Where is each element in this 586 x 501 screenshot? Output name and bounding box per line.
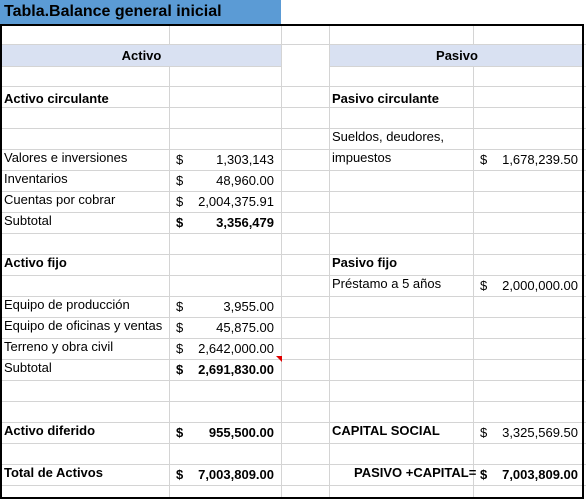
cuentas-label[interactable]: Cuentas por cobrar bbox=[4, 192, 116, 207]
table-row bbox=[0, 276, 586, 297]
pasivo-fijo-title[interactable]: Pasivo fijo bbox=[332, 255, 398, 270]
sueldos-currency: $ bbox=[480, 152, 488, 167]
terreno-currency: $ bbox=[176, 341, 184, 356]
column-divider bbox=[169, 25, 170, 499]
subtotal1-value[interactable]: 3,356,479 bbox=[216, 215, 274, 230]
diferido-currency: $ bbox=[176, 425, 184, 440]
capital-social-label[interactable]: CAPITAL SOCIAL bbox=[332, 423, 440, 438]
equipo-prod-currency: $ bbox=[176, 299, 184, 314]
table-row bbox=[0, 339, 586, 360]
table-row bbox=[0, 297, 586, 318]
pasivo-capital-value[interactable]: 7,003,809.00 bbox=[502, 467, 578, 482]
table-row bbox=[0, 66, 586, 87]
table-row bbox=[0, 234, 586, 255]
subtotal1-label[interactable]: Subtotal bbox=[4, 213, 52, 228]
diferido-value[interactable]: 955,500.00 bbox=[208, 425, 274, 440]
equipo-prod-value[interactable]: 3,955.00 bbox=[223, 299, 274, 314]
pasivo-capital-currency: $ bbox=[480, 467, 488, 482]
column-divider bbox=[281, 25, 282, 499]
valores-value[interactable]: 1,303,143 bbox=[216, 152, 274, 167]
table-row bbox=[0, 108, 586, 129]
table-row bbox=[0, 402, 586, 423]
sueldos-label-line1[interactable]: Sueldos, deudores, bbox=[332, 129, 445, 144]
table-row bbox=[0, 255, 586, 276]
column-divider bbox=[473, 25, 474, 499]
total-activos-value[interactable]: 7,003,809.00 bbox=[198, 467, 274, 482]
equipo-ofic-value[interactable]: 45,875.00 bbox=[216, 320, 274, 335]
table-row bbox=[0, 129, 586, 150]
table-row bbox=[0, 171, 586, 192]
valores-label[interactable]: Valores e inversiones bbox=[4, 150, 128, 165]
inventarios-label[interactable]: Inventarios bbox=[4, 171, 68, 186]
table-row bbox=[0, 444, 586, 465]
terreno-label[interactable]: Terreno y obra civil bbox=[4, 339, 114, 354]
capital-social-value[interactable]: 3,325,569.50 bbox=[502, 425, 578, 440]
terreno-value[interactable]: 2,642,000.00 bbox=[198, 341, 274, 356]
total-activos-label[interactable]: Total de Activos bbox=[4, 465, 103, 480]
cuentas-currency: $ bbox=[176, 194, 184, 209]
table-row bbox=[0, 318, 586, 339]
equipo-ofic-currency: $ bbox=[176, 320, 184, 335]
table-row bbox=[0, 24, 586, 45]
subtotal2-currency: $ bbox=[176, 362, 184, 377]
subtotal2-value[interactable]: 2,691,830.00 bbox=[198, 362, 274, 377]
table-row bbox=[0, 87, 586, 108]
table-row bbox=[0, 360, 586, 381]
sheet-title[interactable]: Tabla.Balance general inicial bbox=[0, 0, 281, 24]
pasivo-circulante-title[interactable]: Pasivo circulante bbox=[332, 91, 439, 106]
valores-currency: $ bbox=[176, 152, 184, 167]
sueldos-value[interactable]: 1,678,239.50 bbox=[502, 152, 578, 167]
header-pasivo[interactable]: Pasivo bbox=[330, 45, 584, 67]
inventarios-currency: $ bbox=[176, 173, 184, 188]
table-row bbox=[0, 150, 586, 171]
subtotal1-currency: $ bbox=[176, 215, 184, 230]
cuentas-value[interactable]: 2,004,375.91 bbox=[198, 194, 274, 209]
total-activos-currency: $ bbox=[176, 467, 184, 482]
header-activo[interactable]: Activo bbox=[2, 45, 281, 67]
table-row bbox=[0, 192, 586, 213]
activo-fijo-title[interactable]: Activo fijo bbox=[4, 255, 67, 270]
subtotal2-label[interactable]: Subtotal bbox=[4, 360, 52, 375]
equipo-prod-label[interactable]: Equipo de producción bbox=[4, 297, 130, 312]
capital-social-currency: $ bbox=[480, 425, 488, 440]
table-row bbox=[0, 213, 586, 234]
inventarios-value[interactable]: 48,960.00 bbox=[216, 173, 274, 188]
table-row bbox=[0, 423, 586, 444]
equipo-ofic-label[interactable]: Equipo de oficinas y ventas bbox=[4, 318, 163, 333]
comment-indicator-icon[interactable] bbox=[276, 356, 282, 362]
column-divider bbox=[329, 25, 330, 499]
table-row bbox=[0, 465, 586, 486]
table-row bbox=[0, 381, 586, 402]
prestamo-value[interactable]: 2,000,000.00 bbox=[502, 278, 578, 293]
diferido-label[interactable]: Activo diferido bbox=[4, 423, 96, 438]
sueldos-label-line2[interactable]: impuestos bbox=[332, 150, 392, 165]
pasivo-capital-label[interactable]: PASIVO +CAPITAL= bbox=[354, 465, 477, 480]
prestamo-currency: $ bbox=[480, 278, 488, 293]
prestamo-label[interactable]: Préstamo a 5 años bbox=[332, 276, 442, 291]
activo-circulante-title[interactable]: Activo circulante bbox=[4, 91, 109, 106]
